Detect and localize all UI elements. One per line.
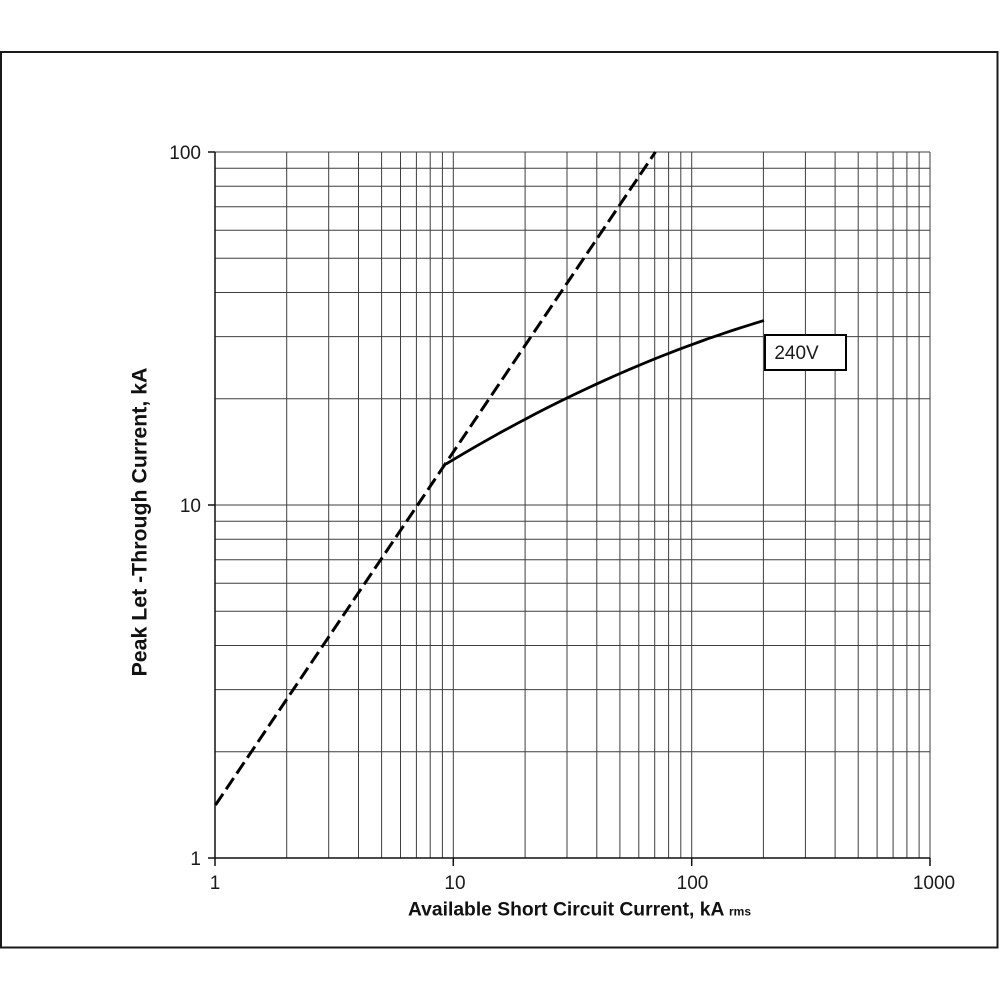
svg-text:Peak Let -Through Current, kA: Peak Let -Through Current, kA	[128, 368, 152, 677]
svg-text:10: 10	[180, 496, 201, 517]
svg-text:1000: 1000	[913, 873, 955, 894]
svg-text:100: 100	[169, 143, 201, 164]
svg-text:1: 1	[210, 873, 221, 894]
svg-text:10: 10	[444, 873, 465, 894]
svg-text:Available Short Circuit Curren: Available Short Circuit Current, kA rms	[408, 900, 751, 921]
svg-text:1: 1	[190, 849, 201, 870]
svg-text:100: 100	[677, 873, 709, 894]
svg-text:240V: 240V	[774, 343, 819, 364]
